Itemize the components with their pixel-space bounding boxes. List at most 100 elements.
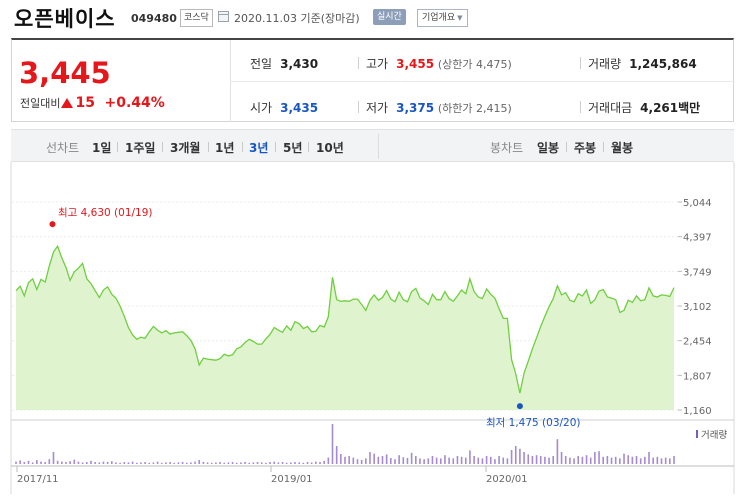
volume-bar [331,424,334,464]
volume-bar [223,462,226,464]
volume-bar [510,450,513,464]
volume-bar [602,456,605,464]
price-area [16,246,674,410]
volume-bar [348,456,350,464]
tab-daily[interactable]: 일봉 [537,141,560,155]
tab-weekly[interactable]: 주봉 [574,141,597,155]
quote-summary: 3,445 전일대비 15 +0.44% 전일 3,430 고가 3,455 (상한가… [11,38,735,122]
volume-bar [360,460,363,464]
volume-bar [310,462,313,464]
volume-bar [335,446,338,464]
candle-chart-label: 봉차트 [490,141,524,155]
divider [580,101,581,113]
high-price: 고가 3,455 (상한가 4,475) [366,57,512,71]
tab-1y[interactable]: 1년 [215,141,235,155]
company-overview-label: 기업개요 [422,13,456,23]
volume-bar [306,462,309,464]
volume-legend-swatch [696,430,698,438]
volume-bar [473,456,475,464]
volume-bar [544,456,546,464]
change-percent: +0.44% [104,95,165,111]
tab-10y[interactable]: 10년 [316,141,344,155]
volume-bar [290,462,292,464]
volume: 거래량 1,245,864 [588,57,697,71]
volume-bar [219,462,221,464]
divider [117,142,118,152]
volume-bar [352,457,355,464]
volume-bar [444,455,446,464]
volume-bar [423,459,425,464]
tab-3m[interactable]: 3개월 [170,141,201,155]
volume-bar [165,462,167,464]
chevron-down-icon: ▼ [457,14,463,22]
divider [308,142,309,152]
low-annotation: 최저 1,475 (03/20) [486,417,581,429]
volume-bar [394,459,396,464]
volume-bar [606,456,609,464]
volume-bar [315,461,317,464]
volume-bar [140,462,142,464]
volume-bar [477,457,480,464]
volume-bar [73,459,76,464]
volume-bar [390,458,392,464]
volume-bar [260,462,263,464]
volume-bar [160,462,163,464]
volume-bar [77,461,80,464]
volume-bar [506,458,509,464]
y-tick-label: 1,807 [683,371,712,382]
volume-bar [198,460,201,464]
price-chart: 5,044 4,397 3,749 3,102 2,454 1,807 1,160 최고 4,… [0,162,736,494]
market-badge: 코스닥 [180,9,213,27]
volume-bar [539,456,542,464]
y-tick-label: 3,102 [683,302,712,313]
volume-bar [660,458,663,464]
volume-bar [127,462,130,464]
realtime-button[interactable]: 실시간 [373,9,406,25]
volume-bar [585,455,588,464]
price-line [15,244,675,394]
divider [242,142,243,152]
volume-bar [319,462,321,464]
volume-bar [402,457,405,464]
tab-1d[interactable]: 1일 [92,141,112,155]
volume-bar [656,456,659,464]
price-change: 전일대비 15 +0.44% [20,95,165,111]
stock-code: 049480 [131,12,177,25]
y-tick-label: 3,749 [683,267,712,278]
volume-bar [102,461,105,464]
tab-1w[interactable]: 1주일 [125,141,156,155]
divider [358,57,359,69]
price-chart-svg: 5,044 4,397 3,749 3,102 2,454 1,807 1,160 최고 4,… [10,162,735,494]
volume-bar [598,451,600,464]
volume-bar [589,457,592,464]
volume-bar [19,460,21,464]
stock-name: 오픈베이스 [14,7,116,31]
volume-bar [502,457,505,464]
volume-bar [85,462,88,464]
volume-bar [61,461,63,464]
volume-bar [527,454,530,464]
volume-bar [256,462,259,464]
volume-bar [106,462,109,464]
volume-bar [414,456,417,464]
volume-bar [181,462,184,464]
volume-bar [581,456,584,464]
y-tick-label: 5,044 [683,198,712,209]
tab-5y[interactable]: 5년 [283,141,303,155]
volume-bar [498,456,500,464]
volume-bar [48,459,51,464]
volume-bar [523,452,525,464]
volume-bar [235,462,238,464]
tab-monthly[interactable]: 월봉 [611,141,634,155]
volume-bar [15,461,17,464]
prev-close: 전일 3,430 [250,57,319,71]
low-marker [516,403,523,410]
volume-bar [194,461,196,464]
company-overview-dropdown[interactable]: 기업개요 ▼ [417,9,468,27]
open-price: 시가 3,435 [250,101,319,115]
volume-bar [52,452,55,464]
tab-3y[interactable]: 3년 [249,141,269,155]
calendar-icon [218,11,229,22]
volume-bar [448,457,450,464]
volume-bar [115,462,117,464]
